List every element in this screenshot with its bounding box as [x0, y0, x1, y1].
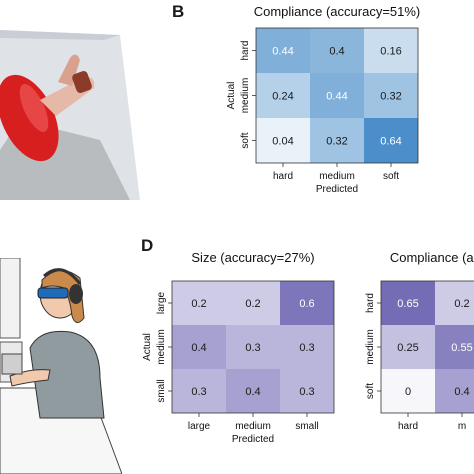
- heatmap-cell: [226, 281, 280, 325]
- cell-value-label: 0.64: [380, 136, 401, 148]
- cell-value-label: 0.3: [299, 386, 314, 398]
- y-tick-label: large: [156, 291, 167, 314]
- heatmap-cell: [364, 118, 418, 163]
- cell-value-label: 0.44: [272, 46, 293, 58]
- y-tick-label: soft: [240, 132, 251, 148]
- y-tick-label: hard: [365, 293, 376, 313]
- chart-title: Compliance (ac: [390, 250, 474, 265]
- cell-value-label: 0.55: [451, 342, 472, 354]
- x-tick-label: medium: [319, 171, 355, 182]
- cell-value-label: 0.4: [329, 46, 344, 58]
- heatmap-cell: [381, 281, 435, 325]
- x-axis-label: Predicted: [316, 184, 358, 195]
- cell-value-label: 0.3: [191, 386, 206, 398]
- cell-value-label: 0.25: [397, 342, 418, 354]
- cell-value-label: 0.24: [272, 91, 293, 103]
- heatmap-cell: [364, 73, 418, 118]
- x-tick-label: m: [458, 421, 466, 432]
- cell-value-label: 0.4: [454, 386, 469, 398]
- heatmap-cell: [226, 369, 280, 413]
- cell-value-label: 0.4: [191, 342, 206, 354]
- heatmap-cell: [280, 369, 334, 413]
- heatmap-cell: [172, 369, 226, 413]
- cell-value-label: 0.6: [299, 298, 314, 310]
- heatmap-cell: [435, 281, 474, 325]
- cell-value-label: 0.3: [245, 342, 260, 354]
- chart-title: Compliance (accuracy=51%): [254, 4, 421, 19]
- cell-value-label: 0.2: [454, 298, 469, 310]
- heatmap-cell: [310, 28, 364, 73]
- x-tick-label: large: [188, 421, 211, 432]
- cell-value-label: 0.2: [191, 298, 206, 310]
- x-axis-label: Predicted: [232, 434, 274, 445]
- y-tick-label: medium: [365, 329, 376, 365]
- heatmap-cell: [310, 118, 364, 163]
- heatmap-cell: [381, 369, 435, 413]
- heatmap-cell: [172, 325, 226, 369]
- heatmap-cell: [381, 325, 435, 369]
- y-axis-label: Actual: [142, 333, 153, 361]
- panel-label-b: B: [172, 2, 185, 21]
- heatmap-cell: [256, 28, 310, 73]
- y-tick-label: hard: [240, 40, 251, 60]
- chart-title: Size (accuracy=27%): [191, 250, 314, 265]
- cell-value-label: 0.65: [397, 298, 418, 310]
- cell-value-label: 0.32: [326, 136, 347, 148]
- cell-value-label: 0: [405, 386, 411, 398]
- cell-value-label: 0.4: [245, 386, 260, 398]
- heatmap-cell: [226, 325, 280, 369]
- x-tick-label: soft: [383, 171, 399, 182]
- panel-label-d: D: [141, 236, 154, 255]
- cell-value-label: 0.04: [272, 136, 293, 148]
- cell-value-label: 0.3: [299, 342, 314, 354]
- y-tick-label: soft: [365, 383, 376, 399]
- y-tick-label: medium: [156, 329, 167, 365]
- heatmap-cell: [172, 281, 226, 325]
- heatmap-cell: [310, 73, 364, 118]
- heatmap-cell: [364, 28, 418, 73]
- y-tick-label: medium: [240, 78, 251, 114]
- y-axis-label: Actual: [226, 82, 237, 110]
- heatmap-cell: [435, 325, 474, 369]
- heatmap-cell: [435, 369, 474, 413]
- x-tick-label: medium: [235, 421, 271, 432]
- x-tick-label: hard: [398, 421, 418, 432]
- heatmap-cell: [256, 118, 310, 163]
- heatmap-cell: [280, 281, 334, 325]
- participant-illustration: [0, 258, 122, 474]
- cell-value-label: 0.32: [380, 91, 401, 103]
- cell-value-label: 0.2: [245, 298, 260, 310]
- y-tick-label: small: [156, 379, 167, 402]
- x-tick-label: small: [295, 421, 318, 432]
- x-tick-label: hard: [273, 171, 293, 182]
- robot-finger-illustration: [0, 0, 140, 200]
- cell-value-label: 0.44: [326, 91, 347, 103]
- cell-value-label: 0.16: [380, 46, 401, 58]
- heatmap-cell: [256, 73, 310, 118]
- heatmap-cell: [280, 325, 334, 369]
